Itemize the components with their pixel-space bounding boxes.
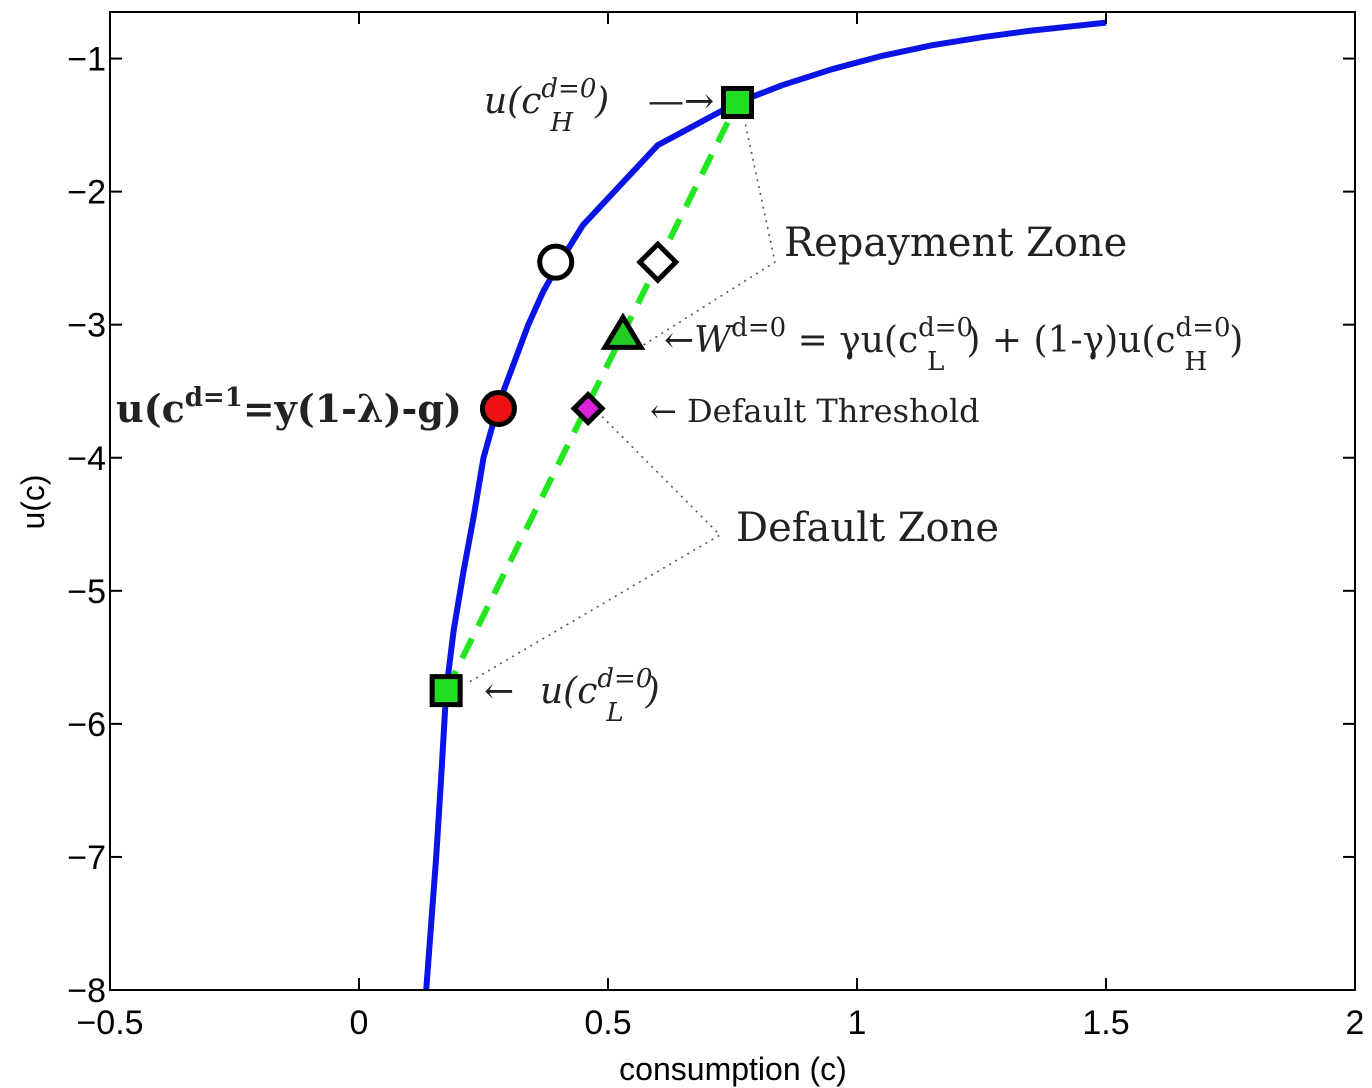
marker-layer xyxy=(429,85,754,708)
svg-text:u(cd=0H): u(cd=0 H) xyxy=(484,74,609,138)
x-tick-label: −0.5 xyxy=(76,1004,143,1042)
y-tick-label: −2 xyxy=(67,174,106,212)
y-tick-label: −8 xyxy=(67,972,106,1010)
default-zone-label: Default Zone xyxy=(736,505,999,551)
diamond-marker xyxy=(636,240,680,284)
y-tick-label: −1 xyxy=(67,41,106,79)
repayment-zone-guide xyxy=(642,124,776,347)
x-tick-label: 2 xyxy=(1346,1004,1365,1042)
triangle-marker xyxy=(600,312,646,350)
utility-curve xyxy=(423,19,1107,991)
annotation-W: ←Wd=0 = γu(cd=0 L) + (1-γ)u(cd=0 H) xyxy=(664,313,1243,377)
x-tick-label: 1 xyxy=(848,1004,867,1042)
x-axis-title: consumption (c) xyxy=(619,1051,847,1087)
plot-background xyxy=(110,12,1355,990)
annotation-u-cL: ← u(cd=0 L) xyxy=(484,664,660,728)
y-tick-label: −3 xyxy=(67,307,106,345)
plot-frame xyxy=(109,11,1356,991)
circle-marker xyxy=(479,390,517,428)
svg-text:u(cd=0L): u(cd=0 L) xyxy=(540,664,660,728)
y-tick-label: −7 xyxy=(67,839,106,877)
arrow-to-cH: —→ xyxy=(648,81,714,122)
y-axis-title: u(c) xyxy=(15,474,51,529)
circle-marker xyxy=(537,243,575,281)
y-tick-label: −6 xyxy=(67,706,106,744)
square-marker xyxy=(429,674,463,708)
axis-ticks: −0.5 0 0.5 1 1.5 2 −8 −7 −6 −5 −4 −3 −2 −1 xyxy=(67,12,1364,1042)
y-tick-label: −4 xyxy=(67,440,106,478)
default-threshold-label: ← Default Threshold xyxy=(650,392,980,430)
svg-text:←Wd=0 = γu(cd=0L) + (1-γ)u(cd=: ←Wd=0 = γu(cd=0 L) + (1-γ)u(cd=0 H) xyxy=(664,313,1243,377)
arrow-to-cL: ← xyxy=(484,671,514,712)
svg-text:u(cd=1=y(1-λ)-g): u(cd=1=y(1-λ)-g) xyxy=(116,383,462,431)
annotation-u-cH: u(cd=0 H) —→ xyxy=(484,74,714,138)
zone-guide-lines xyxy=(467,124,776,684)
annotation-u-cd1: u(cd=1=y(1-λ)-g) xyxy=(116,383,462,431)
repayment-zone-label: Repayment Zone xyxy=(784,220,1127,266)
diamond-marker xyxy=(570,390,606,427)
square-marker xyxy=(720,85,754,119)
x-tick-label: 0 xyxy=(350,1004,369,1042)
y-tick-label: −5 xyxy=(67,573,106,611)
x-tick-label: 1.5 xyxy=(1082,1004,1129,1042)
x-tick-label: 0.5 xyxy=(584,1004,631,1042)
